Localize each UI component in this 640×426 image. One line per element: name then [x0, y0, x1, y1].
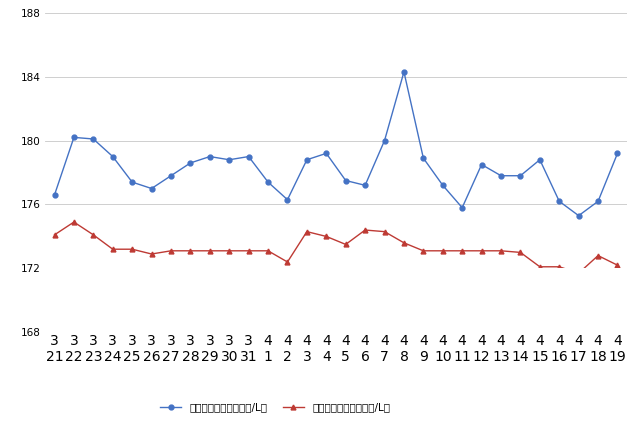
- ハイオク実売価格（円/L）: [362, 227, 369, 233]
- ハイオク看板価格（円/L）: [264, 180, 272, 185]
- ハイオク実売価格（円/L）: [536, 264, 544, 269]
- ハイオク看板価格（円/L）: [400, 69, 408, 75]
- Line: ハイオク看板価格（円/L）: ハイオク看板価格（円/L）: [52, 69, 620, 218]
- ハイオク看板価格（円/L）: [556, 199, 563, 204]
- ハイオク看板価格（円/L）: [342, 178, 349, 183]
- ハイオク看板価格（円/L）: [420, 155, 428, 161]
- ハイオク実売価格（円/L）: [51, 232, 58, 237]
- ハイオク看板価格（円/L）: [245, 154, 253, 159]
- ハイオク看板価格（円/L）: [70, 135, 78, 140]
- ハイオク看板価格（円/L）: [458, 205, 466, 210]
- ハイオク実売価格（円/L）: [187, 248, 195, 253]
- ハイオク実売価格（円/L）: [129, 247, 136, 252]
- ハイオク実売価格（円/L）: [225, 248, 233, 253]
- ハイオク実売価格（円/L）: [284, 259, 291, 265]
- ハイオク実売価格（円/L）: [458, 248, 466, 253]
- ハイオク実売価格（円/L）: [109, 247, 116, 252]
- ハイオク看板価格（円/L）: [516, 173, 524, 178]
- ハイオク看板価格（円/L）: [206, 154, 214, 159]
- ハイオク実売価格（円/L）: [167, 248, 175, 253]
- ハイオク実売価格（円/L）: [381, 229, 388, 234]
- ハイオク実売価格（円/L）: [439, 248, 447, 253]
- Legend: ハイオク看板価格（円/L）, ハイオク実売価格（円/L）: ハイオク看板価格（円/L）, ハイオク実売価格（円/L）: [156, 398, 394, 417]
- ハイオク実売価格（円/L）: [575, 271, 582, 276]
- ハイオク看板価格（円/L）: [439, 183, 447, 188]
- ハイオク実売価格（円/L）: [148, 251, 156, 256]
- ハイオク実売価格（円/L）: [556, 264, 563, 269]
- ハイオク看板価格（円/L）: [284, 197, 291, 202]
- ハイオク看板価格（円/L）: [109, 154, 116, 159]
- ハイオク実売価格（円/L）: [245, 248, 253, 253]
- Line: ハイオク実売価格（円/L）: ハイオク実売価格（円/L）: [52, 220, 620, 276]
- ハイオク看板価格（円/L）: [51, 193, 58, 198]
- ハイオク看板価格（円/L）: [187, 161, 195, 166]
- ハイオク看板価格（円/L）: [90, 136, 97, 141]
- ハイオク実売価格（円/L）: [303, 229, 311, 234]
- ハイオク実売価格（円/L）: [342, 242, 349, 247]
- ハイオク看板価格（円/L）: [478, 162, 486, 167]
- ハイオク看板価格（円/L）: [323, 151, 330, 156]
- ハイオク実売価格（円/L）: [206, 248, 214, 253]
- ハイオク実売価格（円/L）: [420, 248, 428, 253]
- ハイオク実売価格（円/L）: [400, 240, 408, 245]
- ハイオク実売価格（円/L）: [478, 248, 486, 253]
- ハイオク看板価格（円/L）: [595, 199, 602, 204]
- ハイオク実売価格（円/L）: [90, 232, 97, 237]
- ハイオク看板価格（円/L）: [148, 186, 156, 191]
- ハイオク看板価格（円/L）: [497, 173, 505, 178]
- ハイオク看板価格（円/L）: [167, 173, 175, 178]
- ハイオク実売価格（円/L）: [497, 248, 505, 253]
- ハイオク看板価格（円/L）: [381, 138, 388, 143]
- ハイオク実売価格（円/L）: [264, 248, 272, 253]
- ハイオク実売価格（円/L）: [614, 263, 621, 268]
- ハイオク看板価格（円/L）: [303, 157, 311, 162]
- ハイオク実売価格（円/L）: [70, 219, 78, 225]
- ハイオク実売価格（円/L）: [323, 234, 330, 239]
- ハイオク看板価格（円/L）: [225, 157, 233, 162]
- ハイオク看板価格（円/L）: [129, 180, 136, 185]
- ハイオク実売価格（円/L）: [595, 253, 602, 258]
- ハイオク看板価格（円/L）: [362, 183, 369, 188]
- ハイオク実売価格（円/L）: [516, 250, 524, 255]
- ハイオク看板価格（円/L）: [614, 151, 621, 156]
- ハイオク看板価格（円/L）: [575, 213, 582, 218]
- ハイオク看板価格（円/L）: [536, 157, 544, 162]
